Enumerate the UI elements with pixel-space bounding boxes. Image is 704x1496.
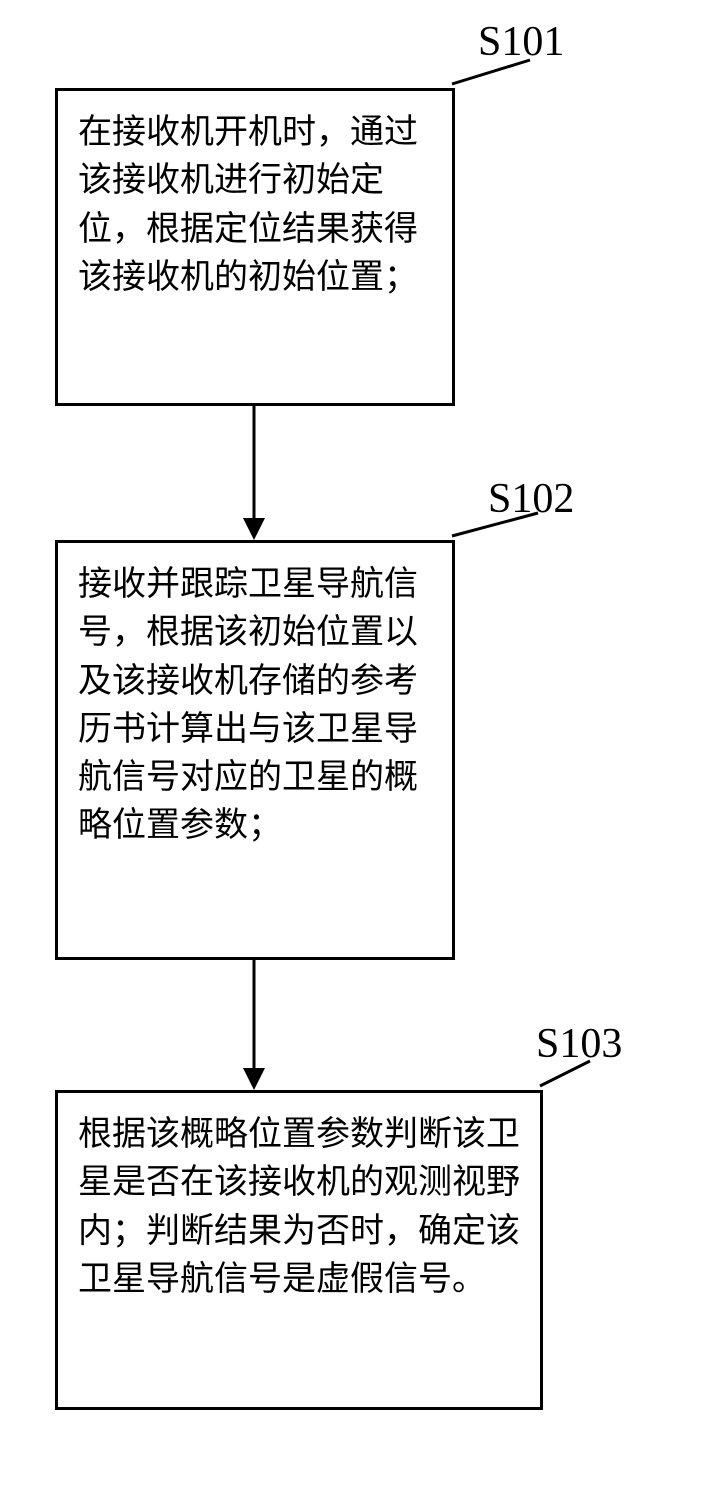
flowchart-container: 在接收机开机时，通过该接收机进行初始定位，根据定位结果获得该接收机的初始位置； … [0,0,704,1496]
flowchart-step-s101: 在接收机开机时，通过该接收机进行初始定位，根据定位结果获得该接收机的初始位置； [55,88,455,406]
flowchart-step-s102: 接收并跟踪卫星导航信号，根据该初始位置以及该接收机存储的参考历书计算出与该卫星导… [55,540,455,960]
flowchart-arrow-s102-s103 [232,960,276,1090]
step-s102-text: 接收并跟踪卫星导航信号，根据该初始位置以及该接收机存储的参考历书计算出与该卫星导… [78,561,436,851]
leader-line-s102 [448,509,542,540]
step-s101-text: 在接收机开机时，通过该接收机进行初始定位，根据定位结果获得该接收机的初始位置； [78,109,436,302]
step-s103-text: 根据该概略位置参数判断该卫星是否在该接收机的观测视野内；判断结果为否时，确定该卫… [78,1111,524,1304]
flowchart-step-s103: 根据该概略位置参数判断该卫星是否在该接收机的观测视野内；判断结果为否时，确定该卫… [55,1090,543,1410]
leader-line-s101 [448,56,534,88]
leader-line-s103 [536,1057,594,1090]
flowchart-arrow-s101-s102 [232,406,276,540]
